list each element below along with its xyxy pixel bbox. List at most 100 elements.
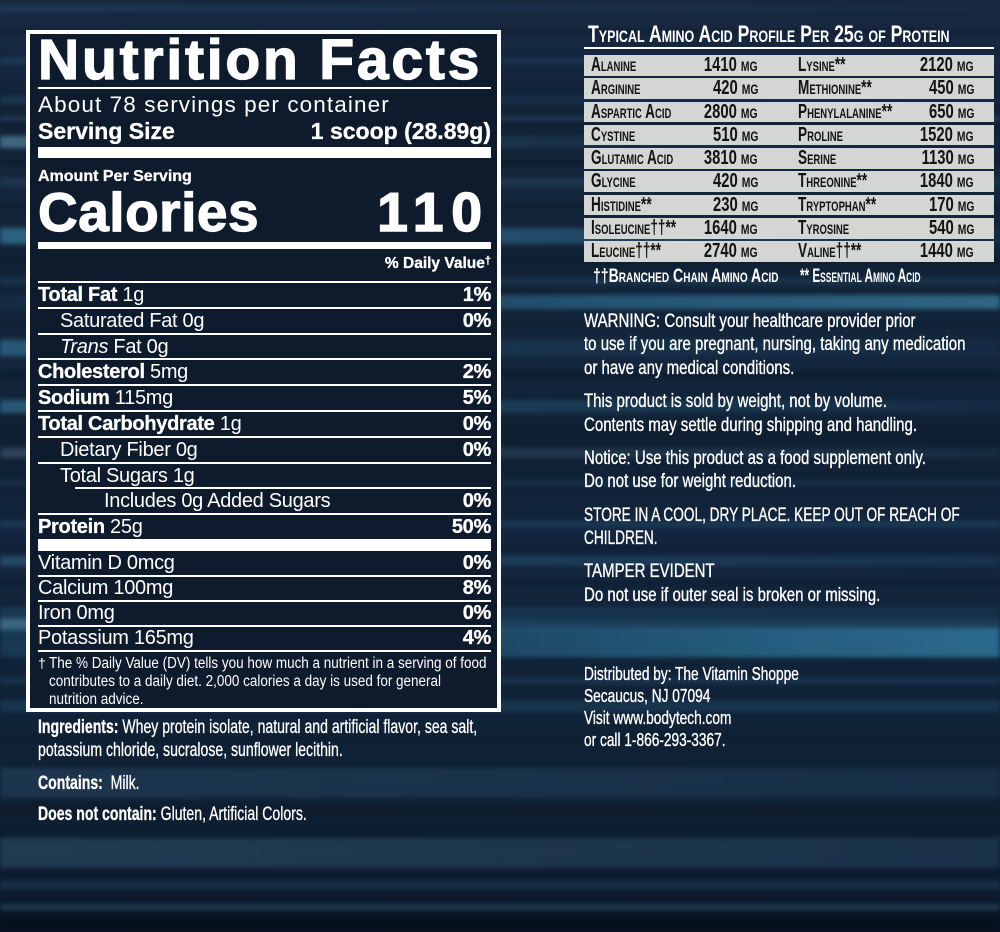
- amino-name: Valine††**: [798, 240, 862, 263]
- amino-value: 230 mg: [712, 193, 758, 216]
- amino-profile-title: Typical Amino Acid Profile Per 25g of Pr…: [588, 21, 950, 48]
- background-streak: [0, 904, 1000, 910]
- amino-value: 1840 mg: [920, 170, 974, 193]
- warning-line: CHILDREN.: [584, 527, 658, 550]
- warning-paragraph: Notice: Use this product as a food suppl…: [584, 447, 994, 494]
- amino-value: 510 mg: [712, 123, 758, 146]
- contains-value: Milk.: [110, 773, 140, 794]
- amino-value: 420 mg: [712, 170, 758, 193]
- amino-cell: Histidine** 230 mg: [584, 195, 789, 216]
- servings-per-container: About 78 servings per container: [38, 92, 390, 117]
- amino-cell: Isoleucine††** 1640 mg: [584, 218, 789, 239]
- nutrient-daily-value: 1%: [462, 284, 492, 306]
- nutrient-row: Saturated Fat 0g 0%: [38, 306, 491, 333]
- amino-cell: Threonine** 1840 mg: [789, 171, 994, 192]
- warning-line: Contents may settle during shipping and …: [584, 413, 918, 436]
- nutrient-name: Dietary Fiber 0g: [60, 438, 198, 461]
- nutrient-row: Includes 0g Added Sugars 0%: [38, 487, 491, 513]
- nutrient-row: Total Carbohydrate 1g 0%: [38, 409, 491, 436]
- distributor-section: Distributed by: The Vitamin Shoppe Secauc…: [584, 663, 994, 750]
- vitamin-row: Iron 0mg 0%: [38, 599, 491, 625]
- nutrient-name: Saturated Fat 0g: [60, 309, 205, 332]
- warning-paragraph: This product is sold by weight, not by v…: [584, 390, 994, 437]
- distributor-line: Secaucus, NJ 07094: [584, 685, 711, 707]
- nutrient-row: Trans Fat 0g: [38, 332, 491, 359]
- distributor-line: or call 1-866-293-3367.: [584, 728, 726, 750]
- dagger-icon: †: [38, 655, 46, 672]
- nutrient-daily-value: 0%: [462, 490, 492, 513]
- amino-cell: Alanine 1410 mg: [584, 55, 789, 76]
- amino-cell: Tyrosine 540 mg: [789, 218, 994, 239]
- amino-name: Serine: [798, 147, 837, 170]
- amino-acid-row: Aspartic Acid 2800 mg Phenylalanine** 650 m…: [584, 102, 994, 123]
- footnote-lines: The % Daily Value (DV) tells you how muc…: [49, 655, 552, 708]
- background-streak: [0, 6, 1000, 11]
- background-streak: [0, 880, 1000, 890]
- amino-acid-row: Histidine** 230 mg Tryptophan** 170 mg: [584, 195, 994, 216]
- amino-value: 540 mg: [928, 217, 974, 240]
- amino-cell: Serine 1130 mg: [789, 148, 994, 169]
- serving-size-value: 1 scoop (28.89g): [310, 117, 492, 144]
- amino-value: 1410 mg: [704, 54, 758, 76]
- amino-value: 1130 mg: [921, 147, 974, 170]
- amount-per-serving-label: Amount Per Serving: [38, 168, 192, 185]
- nutrient-name: Includes 0g Added Sugars: [104, 490, 331, 513]
- warning-line: to use if you are pregnant, nursing, tak…: [584, 333, 966, 356]
- nutrient-name: Protein 25g: [38, 516, 143, 539]
- amino-name: Methionine**: [798, 77, 872, 100]
- nutrient-daily-value: 5%: [462, 387, 492, 410]
- ingredients-label: Ingredients:: [38, 717, 123, 738]
- amino-value: 1520 mg: [920, 123, 974, 146]
- thick-divider-bar: [38, 146, 491, 158]
- footnote-line: contributes to a daily diet. 2,000 calor…: [48, 673, 441, 691]
- amino-name: Phenylalanine**: [798, 100, 893, 123]
- nutrient-row: Total Sugars 1g: [38, 461, 491, 488]
- nutrition-facts-panel: Nutrition Facts About 78 servings per co…: [26, 30, 501, 712]
- contains-label: Contains:: [38, 773, 103, 794]
- warnings-section: WARNING: Consult your healthcare provide…: [584, 310, 994, 608]
- serving-size-row: Serving Size 1 scoop (28.89g): [38, 117, 492, 144]
- amino-cell: Arginine 420 mg: [584, 78, 789, 99]
- amino-cell: Tryptophan** 170 mg: [789, 195, 994, 216]
- warning-line: or have any medical conditions.: [584, 357, 795, 380]
- ingredients-section: Ingredients: Whey protein isolate, natur…: [38, 717, 558, 827]
- nutrient-row: Total Fat 1g 1%: [38, 281, 491, 307]
- legend-bcaa: ††Branched Chain Amino Acid: [593, 264, 779, 287]
- right-column: Typical Amino Acid Profile Per 25g of Pr…: [584, 0, 994, 751]
- calories-value: 110: [376, 181, 490, 243]
- amino-cell: Valine††** 1440 mg: [789, 241, 994, 262]
- warning-line: WARNING: Consult your healthcare provide…: [584, 309, 916, 332]
- ingredients-line-1: Whey protein isolate, natural and artifi…: [122, 717, 478, 738]
- calories-label: Calories: [37, 181, 260, 243]
- amino-value: 2740 mg: [704, 240, 758, 263]
- amino-name: Leucine††**: [591, 240, 661, 263]
- footnote-line: The % Daily Value (DV) tells you how muc…: [48, 655, 487, 673]
- daily-value-header: % Daily Value†: [38, 255, 491, 272]
- warning-line: Notice: Use this product as a food suppl…: [584, 446, 926, 469]
- background-streak: [0, 736, 1000, 741]
- contains-text: Contains: Milk.: [38, 773, 140, 796]
- nutrient-daily-value: 0%: [462, 438, 492, 461]
- warning-line: Do not use if outer seal is broken or mi…: [584, 583, 881, 606]
- vitamin-rows: Vitamin D 0mcg 0% Calcium 100mg 8% Iron 0mg 0…: [38, 551, 491, 650]
- amino-acid-row: Glycine 420 mg Threonine** 1840 mg: [584, 171, 994, 192]
- nutrient-name: Sodium 115mg: [38, 387, 173, 410]
- amino-name: Lysine**: [798, 54, 846, 76]
- amino-acid-row: Alanine 1410 mg Lysine** 2120 mg: [584, 55, 994, 76]
- amino-acid-row: Cystine 510 mg Proline 1520 mg: [584, 125, 994, 146]
- amino-cell: Phenylalanine** 650 mg: [789, 102, 994, 123]
- amino-name: Alanine: [591, 54, 637, 76]
- ingredients-text: Ingredients: Whey protein isolate, natur…: [38, 717, 477, 762]
- thick-divider-bar-2: [38, 538, 491, 551]
- background-streak: [0, 806, 1000, 812]
- nutrient-daily-value: 2%: [462, 361, 492, 384]
- background-streak: [0, 838, 1000, 868]
- amino-name: Glutamic Acid: [591, 147, 674, 170]
- does-not-contain-label: Does not contain:: [38, 804, 157, 825]
- vitamin-name: Iron 0mg: [38, 602, 115, 625]
- background-streak: [0, 916, 1000, 932]
- amino-cell: Aspartic Acid 2800 mg: [584, 102, 789, 123]
- amino-name: Tyrosine: [798, 217, 850, 240]
- nutrient-name: Total Fat 1g: [38, 284, 145, 306]
- amino-value: 2120 mg: [920, 54, 974, 76]
